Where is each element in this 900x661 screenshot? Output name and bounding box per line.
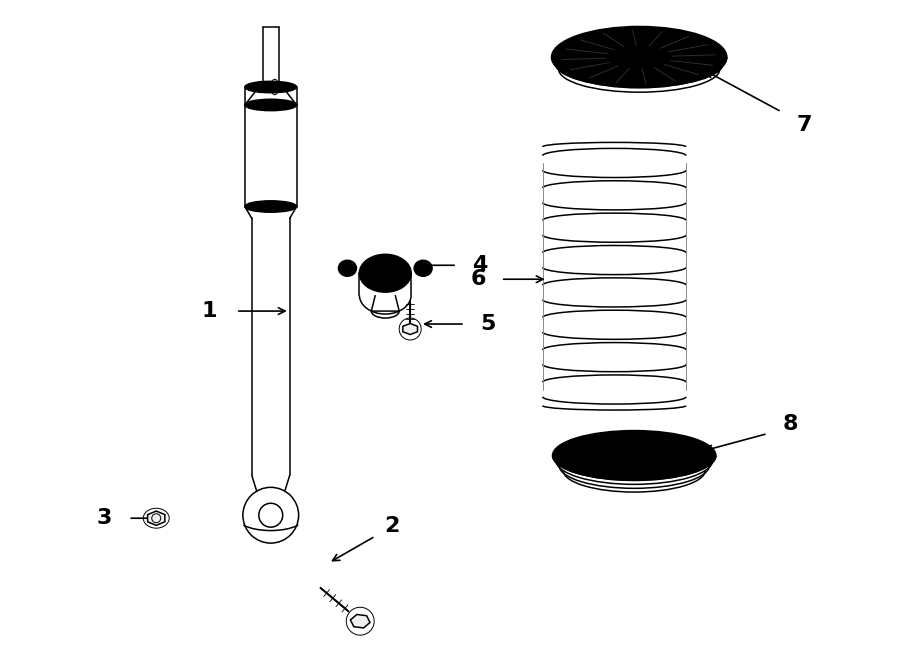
Ellipse shape xyxy=(245,81,297,93)
Text: 8: 8 xyxy=(783,414,798,434)
Ellipse shape xyxy=(629,54,649,61)
Text: 6: 6 xyxy=(470,269,486,290)
Text: 4: 4 xyxy=(472,255,488,275)
Ellipse shape xyxy=(553,430,716,481)
Ellipse shape xyxy=(245,99,297,110)
Ellipse shape xyxy=(552,26,727,88)
Polygon shape xyxy=(148,511,165,525)
Polygon shape xyxy=(403,323,418,334)
Text: 2: 2 xyxy=(384,516,400,536)
Polygon shape xyxy=(350,615,370,628)
Ellipse shape xyxy=(602,44,676,70)
Ellipse shape xyxy=(359,254,411,292)
Text: 7: 7 xyxy=(796,115,813,135)
Ellipse shape xyxy=(414,260,432,276)
Text: 5: 5 xyxy=(481,314,496,334)
Ellipse shape xyxy=(245,201,297,212)
Text: 1: 1 xyxy=(202,301,217,321)
Ellipse shape xyxy=(338,260,356,276)
Text: 3: 3 xyxy=(97,508,112,528)
